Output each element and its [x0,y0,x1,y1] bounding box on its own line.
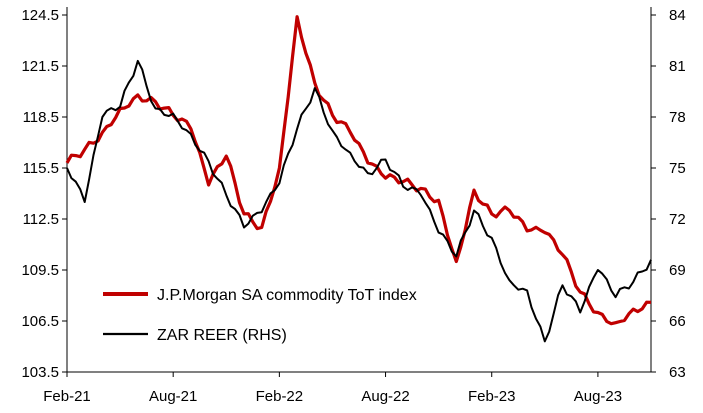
legend-label-zar-reer: ZAR REER (RHS) [157,327,287,344]
y-right-tick-label: 81 [669,58,686,75]
y-right-tick-label: 72 [669,211,686,228]
legend-label-commodity-tot: J.P.Morgan SA commodity ToT index [157,287,417,304]
y-left-tick-label: 124.5 [21,7,59,24]
y-right-tick-label: 63 [669,364,686,381]
y-right-tick-label: 66 [669,313,686,330]
y-left-tick-label: 121.5 [21,58,59,75]
y-left-tick-label: 115.5 [23,160,59,177]
y-right-tick-label: 75 [669,160,686,177]
y-left-tick-label: 118.5 [23,109,59,126]
axes: 124.5 121.5 118.5 115.5 112.5 109.5 106.5 103.5… [21,7,686,405]
x-tick-label: Aug-23 [574,388,622,405]
y-left-tick-label: 112.5 [23,211,59,228]
legend: J.P.Morgan SA commodity ToT index ZAR REE… [103,287,417,344]
series-line-zar-reer [66,59,652,343]
x-tick-label: Aug-21 [149,388,197,405]
x-tick-label: Feb-22 [256,388,304,405]
y-right-tick-label: 78 [669,109,686,126]
y-right-tick-label: 84 [669,7,686,24]
y-left-tick-label: 103.5 [21,364,59,381]
series-layer [65,15,652,343]
y-left-tick-label: 106.5 [21,313,59,330]
x-tick-label: Aug-22 [361,388,409,405]
y-left-tick-label: 109.5 [21,262,59,279]
x-tick-label: Feb-23 [468,388,516,405]
y-right-tick-label: 69 [669,262,686,279]
series-line-commodity-tot [65,15,652,326]
x-tick-label: Feb-21 [43,388,91,405]
